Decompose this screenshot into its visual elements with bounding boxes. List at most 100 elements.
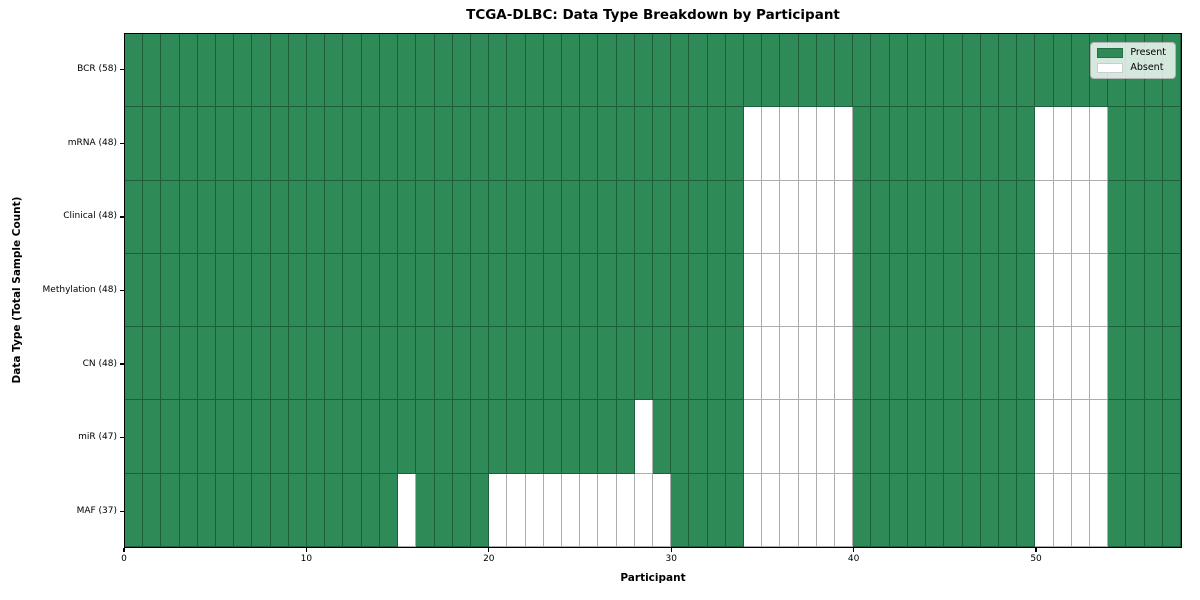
cell-miR-p56 [1144, 400, 1163, 474]
cell-BCR-p42 [889, 34, 908, 108]
cell-Clinical-p4 [197, 180, 217, 254]
cell-BCR-p21 [507, 34, 526, 108]
cell-Clinical-p10 [307, 180, 326, 254]
legend-label-absent: Absent [1130, 62, 1164, 73]
cell-MAF-p56 [1144, 473, 1163, 547]
cell-miR-p20 [489, 400, 508, 474]
cell-CN-p37 [798, 327, 817, 401]
cell-MAF-p1 [143, 473, 162, 547]
cell-CN-p44 [926, 327, 945, 401]
cell-Methylation-p33 [725, 253, 745, 328]
cell-mRNA-p1 [143, 107, 162, 181]
cell-Clinical-p43 [907, 180, 927, 254]
cell-Methylation-p21 [507, 253, 526, 328]
cell-miR-p5 [216, 400, 235, 474]
cell-miR-p44 [926, 400, 945, 474]
cell-Methylation-p30 [671, 253, 690, 328]
cell-Methylation-p6 [234, 253, 253, 328]
cell-Clinical-p52 [1071, 180, 1090, 254]
cell-Clinical-p14 [379, 180, 399, 254]
y-tick-mark-Clinical [120, 216, 124, 218]
cell-mRNA-p6 [234, 107, 253, 181]
cell-mRNA-p54 [1108, 107, 1127, 181]
cell-Clinical-p2 [161, 180, 180, 254]
plot-area: Present Absent [124, 33, 1182, 548]
legend-item-absent: Absent [1097, 63, 1166, 73]
cell-BCR-p52 [1071, 34, 1090, 108]
cell-mRNA-p39 [835, 107, 854, 181]
cell-CN-p9 [288, 327, 308, 401]
cell-CN-p48 [998, 327, 1018, 401]
cell-BCR-p3 [179, 34, 198, 108]
cell-MAF-p27 [616, 473, 635, 547]
cell-miR-p7 [252, 400, 271, 474]
cell-miR-p24 [561, 400, 581, 474]
x-tick-label-40: 40 [847, 554, 860, 564]
cell-CN-p12 [343, 327, 362, 401]
cell-Clinical-p38 [816, 180, 836, 254]
cell-Methylation-p55 [1126, 253, 1145, 328]
cell-miR-p46 [962, 400, 981, 474]
cell-BCR-p15 [398, 34, 417, 108]
cell-BCR-p40 [853, 34, 872, 108]
cell-miR-p38 [816, 400, 836, 474]
cell-MAF-p50 [1035, 473, 1054, 547]
y-tick-label-CN: CN (48) [82, 358, 117, 369]
cell-BCR-p23 [543, 34, 562, 108]
cell-CN-p38 [816, 327, 836, 401]
cell-miR-p41 [871, 400, 890, 474]
cell-CN-p42 [889, 327, 908, 401]
cell-CN-p55 [1126, 327, 1145, 401]
cell-miR-p10 [307, 400, 326, 474]
cell-miR-p40 [853, 400, 872, 474]
cell-Methylation-p19 [470, 253, 490, 328]
cell-mRNA-p38 [816, 107, 836, 181]
cell-mRNA-p31 [689, 107, 708, 181]
absent-swatch [1097, 63, 1124, 73]
cell-miR-p55 [1126, 400, 1145, 474]
cell-Clinical-p33 [725, 180, 745, 254]
cell-CN-p2 [161, 327, 180, 401]
cell-MAF-p33 [725, 473, 745, 547]
cell-CN-p33 [725, 327, 745, 401]
cell-BCR-p30 [671, 34, 690, 108]
cell-mRNA-p30 [671, 107, 690, 181]
cell-CN-p19 [470, 327, 490, 401]
cell-Clinical-p41 [871, 180, 890, 254]
cell-BCR-p1 [143, 34, 162, 108]
y-tick-mark-CN [120, 363, 124, 365]
cell-Clinical-p56 [1144, 180, 1163, 254]
cell-Clinical-p51 [1053, 180, 1072, 254]
cell-BCR-p28 [634, 34, 653, 108]
x-tick-label-20: 20 [483, 554, 495, 564]
cell-Clinical-p49 [1017, 180, 1036, 254]
cell-miR-p27 [616, 400, 635, 474]
cell-mRNA-p11 [325, 107, 344, 181]
cell-BCR-p27 [616, 34, 635, 108]
cell-mRNA-p36 [780, 107, 799, 181]
cell-Methylation-p16 [416, 253, 435, 328]
cell-Methylation-p42 [889, 253, 908, 328]
cell-CN-p29 [652, 327, 672, 401]
cell-miR-p16 [416, 400, 435, 474]
cell-Methylation-p47 [980, 253, 999, 328]
x-tick-mark-0 [123, 548, 125, 552]
cell-BCR-p49 [1017, 34, 1036, 108]
cell-miR-p17 [434, 400, 453, 474]
cell-CN-p36 [780, 327, 799, 401]
cell-Methylation-p15 [398, 253, 417, 328]
cell-Clinical-p15 [398, 180, 417, 254]
cell-MAF-p15 [398, 473, 417, 547]
cell-CN-p40 [853, 327, 872, 401]
cell-Clinical-p3 [179, 180, 198, 254]
cell-BCR-p50 [1035, 34, 1054, 108]
cell-BCR-p8 [270, 34, 289, 108]
x-tick-mark-30 [670, 548, 672, 552]
cell-BCR-p16 [416, 34, 435, 108]
cell-CN-p6 [234, 327, 253, 401]
cell-MAF-p31 [689, 473, 708, 547]
cell-mRNA-p24 [561, 107, 581, 181]
cell-CN-p28 [634, 327, 653, 401]
y-tick-mark-MAF [120, 510, 124, 512]
cell-miR-p37 [798, 400, 817, 474]
